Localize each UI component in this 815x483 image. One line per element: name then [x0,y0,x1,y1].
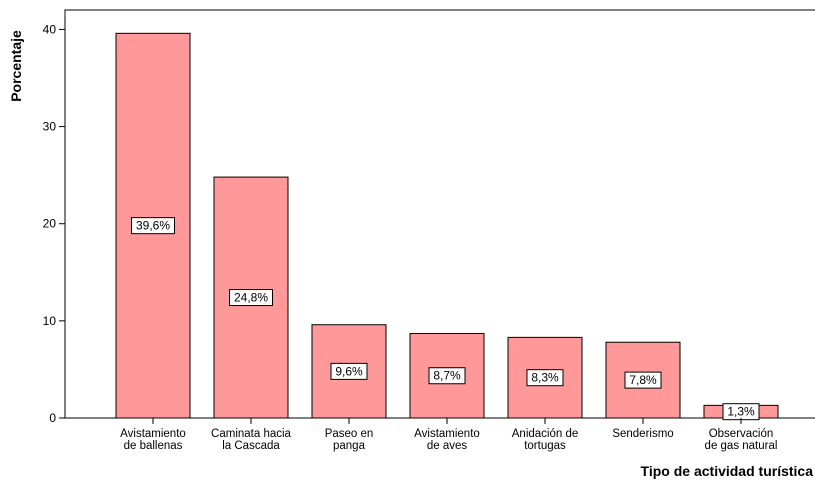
y-tick-label: 30 [43,120,57,134]
data-label-box [330,362,368,380]
data-label-box [428,367,466,385]
y-tick-label: 0 [49,411,56,425]
data-label: 8,3% [531,371,559,385]
x-tick-label: Avistamiento de aves [414,428,480,452]
data-label: 24,8% [234,291,268,305]
data-label-box [229,289,273,307]
data-label-box [526,369,564,387]
x-tick-label: Observación de gas natural [705,428,778,452]
bar [311,324,387,419]
data-label: 7,8% [629,373,657,387]
x-tick-label: Senderismo [612,428,673,440]
data-label: 1,3% [727,405,755,419]
data-label-box [131,217,175,235]
x-tick-label: Paseo en panga [325,428,374,452]
y-tick-label: 10 [43,314,57,328]
x-tick-label: Anidación de tortugas [512,428,579,452]
y-tick-label: 40 [43,22,57,36]
data-label-box [624,371,662,389]
data-label: 8,7% [433,369,461,383]
x-axis-label: Tipo de actividad turística [641,463,814,479]
data-label: 39,6% [136,219,170,233]
x-tick-label: Avistamiento de ballenas [120,428,186,452]
y-tick-label: 20 [43,217,57,231]
x-tick-label: Caminata hacia la Cascada [211,428,292,452]
data-label: 9,6% [335,364,363,378]
y-axis-label: Porcentaje [8,30,24,102]
